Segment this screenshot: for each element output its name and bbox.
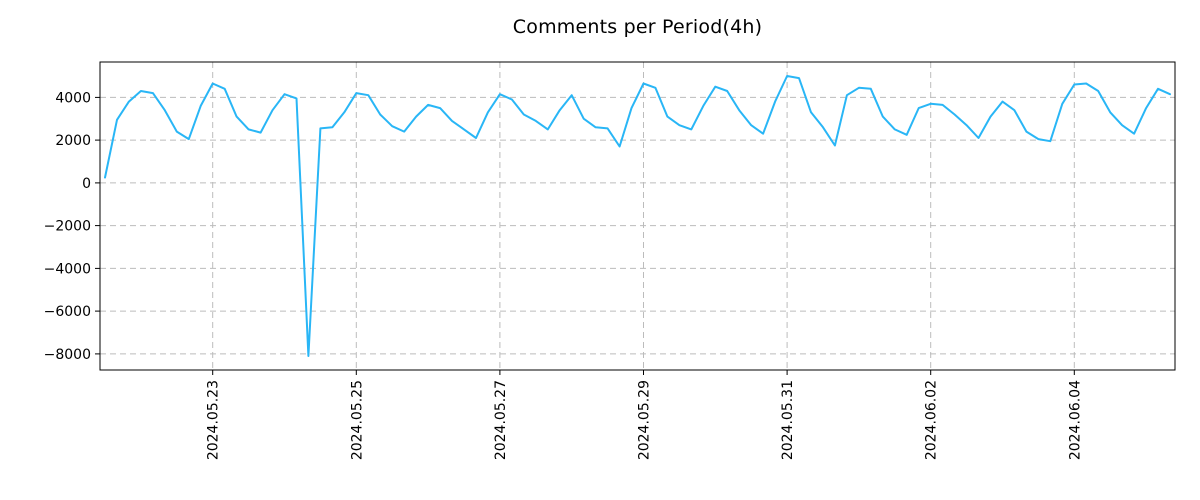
x-tick-label: 2024.05.25 (349, 380, 365, 460)
y-tick-label: 0 (82, 176, 91, 192)
x-tick-label: 2024.05.23 (206, 380, 222, 460)
x-tick-label: 2024.05.27 (493, 380, 509, 460)
x-axis: 2024.05.23 2024.05.25 2024.05.27 2024.05.29… (206, 370, 1083, 460)
chart-title: Comments per Period(4h) (512, 16, 763, 38)
y-axis: −8000 −6000 −4000 −2000 0 2000 4000 (44, 90, 100, 363)
y-tick-label: −2000 (44, 219, 91, 235)
x-tick-label: 2024.05.29 (637, 380, 653, 460)
x-tick-label: 2024.06.04 (1067, 380, 1083, 460)
y-tick-label: −4000 (44, 261, 91, 277)
series-line (104, 75, 1171, 357)
x-tick-label: 2024.06.02 (924, 380, 940, 460)
y-tick-label: −8000 (44, 347, 91, 363)
y-tick-label: −6000 (44, 304, 91, 320)
y-tick-label: 2000 (55, 133, 91, 149)
x-tick-label: 2024.05.31 (780, 380, 796, 460)
plot-frame (99, 61, 1176, 371)
grid-lines (100, 62, 1175, 370)
y-tick-label: 4000 (55, 90, 91, 106)
